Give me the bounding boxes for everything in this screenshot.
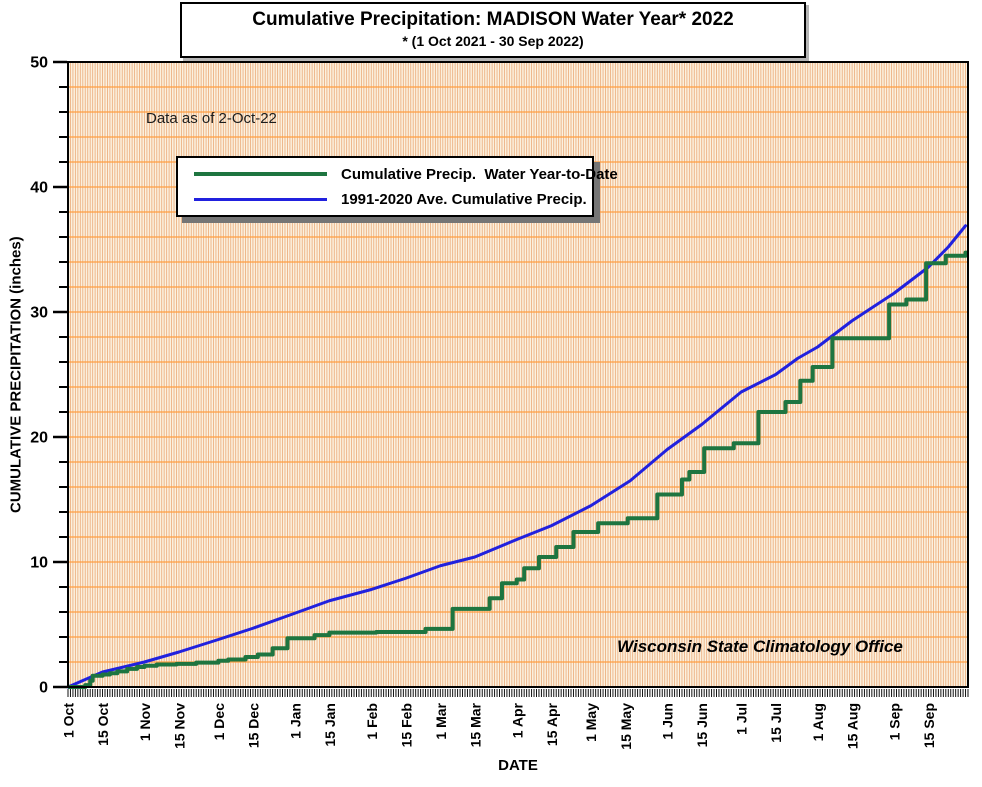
svg-text:1 Jun: 1 Jun [660,703,676,740]
data-as-of-annotation: Data as of 2-Oct-22 [146,110,277,127]
legend-label-water-year: Cumulative Precip. Water Year-to-Date [341,165,618,183]
legend-line-sample-blue [194,197,327,201]
legend-item-average: 1991-2020 Ave. Cumulative Precip. [186,190,587,208]
svg-text:1 Jan: 1 Jan [287,703,303,739]
y-axis-title: CUMULATIVE PRECIPITATION (inches) [7,236,25,513]
svg-text:1 Sep: 1 Sep [887,703,903,740]
legend: Cumulative Precip. Water Year-to-Date 19… [176,156,618,217]
svg-text:1 Apr: 1 Apr [509,702,525,738]
legend-line-sample-green [194,172,327,176]
svg-text:1 Oct: 1 Oct [61,703,77,738]
svg-text:15 Sep: 15 Sep [921,703,937,748]
svg-text:1 Jul: 1 Jul [734,703,750,735]
svg-text:15 Apr: 15 Apr [544,702,560,746]
svg-text:15 Aug: 15 Aug [845,703,861,749]
svg-text:1 Aug: 1 Aug [810,703,826,741]
climatology-office-annotation: Wisconsin State Climatology Office [617,637,903,656]
svg-text:1 Feb: 1 Feb [364,703,380,740]
svg-text:15 Dec: 15 Dec [245,703,261,748]
svg-text:15 Mar: 15 Mar [467,702,483,747]
chart-title: Cumulative Precipitation: MADISON Water … [252,9,734,30]
chart-subtitle: * (1 Oct 2021 - 30 Sep 2022) [402,33,584,49]
svg-text:15 May: 15 May [618,703,634,750]
svg-text:1 Dec: 1 Dec [211,703,227,741]
legend-label-average: 1991-2020 Ave. Cumulative Precip. [341,190,587,208]
svg-text:0: 0 [39,680,48,697]
legend-item-water-year: Cumulative Precip. Water Year-to-Date [186,166,618,183]
svg-text:15 Jun: 15 Jun [694,703,710,747]
svg-text:1 Nov: 1 Nov [137,703,153,741]
svg-text:10: 10 [30,555,48,572]
svg-text:20: 20 [30,430,48,447]
svg-text:15 Oct: 15 Oct [95,703,111,746]
svg-text:1 May: 1 May [583,703,599,742]
svg-text:15 Jul: 15 Jul [768,703,784,743]
svg-text:50: 50 [30,55,48,72]
svg-text:30: 30 [30,305,48,322]
chart-title-box: Cumulative Precipitation: MADISON Water … [180,2,806,58]
x-axis-title: DATE [498,757,538,774]
svg-text:40: 40 [30,180,48,197]
svg-text:1 Mar: 1 Mar [433,702,449,739]
svg-text:15 Nov: 15 Nov [171,703,187,749]
svg-text:15 Feb: 15 Feb [398,703,414,747]
svg-text:15 Jan: 15 Jan [322,703,338,747]
